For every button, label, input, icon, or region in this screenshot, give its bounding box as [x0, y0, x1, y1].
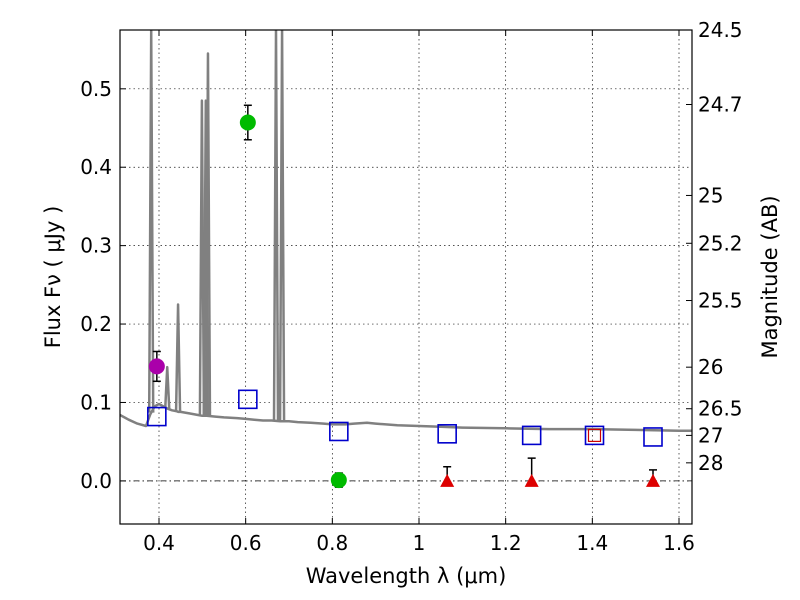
y-tick-label: 0.3	[80, 234, 112, 258]
y-tick-label: 0.1	[80, 390, 112, 414]
x-tick-label: 0.8	[316, 531, 348, 555]
model-photometry-square	[238, 389, 258, 410]
sed-emission-line	[278, 30, 286, 422]
model-photometry-inner-square	[587, 428, 602, 442]
model-photometry-square	[329, 421, 349, 442]
x-tick-label: 1.2	[490, 531, 522, 555]
model-photometry-square	[437, 424, 457, 444]
sed-emission-line	[163, 365, 171, 409]
upper-limit-triangle	[440, 473, 455, 487]
y-tick-label: 0.0	[80, 469, 112, 493]
green-detection-point	[239, 114, 256, 131]
x-tick-label: 0.4	[143, 531, 175, 555]
upper-limit-triangle	[524, 473, 539, 487]
x-tick-label: 1.6	[663, 531, 695, 555]
upper-limit-triangle	[646, 473, 660, 487]
right-axis-label: Magnitude (AB)	[758, 195, 782, 358]
y-tick-label: 0.4	[80, 155, 112, 179]
x-axis-label: Wavelength λ (μm)	[306, 564, 507, 588]
axis-ticks: 0.4 0.6 0.8 1 1.2 1.4 1.6 0.0 0.1 0.2 0.3 0.4 0.5 24.…	[80, 18, 742, 555]
photometry-markers	[147, 104, 663, 489]
sed-emission-line	[174, 303, 182, 412]
magenta-detection-point	[148, 358, 165, 375]
model-photometry-square	[643, 427, 663, 447]
right-tick-label: 25.5	[698, 289, 743, 313]
right-tick-label: 25.2	[698, 231, 743, 255]
model-photometry-square	[147, 406, 167, 427]
right-tick-label: 27	[698, 423, 723, 447]
y-axis-label: Flux Fν ( μJy )	[41, 206, 65, 349]
sed-emission-line	[204, 52, 212, 416]
right-tick-label: 24.7	[698, 92, 743, 116]
right-tick-label: 26	[698, 355, 723, 379]
sed-continuum-line	[120, 402, 692, 432]
sed-template-group	[120, 30, 692, 432]
plot-frame	[119, 29, 693, 525]
right-tick-label: 28	[698, 451, 723, 475]
sed-emission-line	[147, 30, 155, 413]
green-detection-point	[330, 472, 347, 489]
right-tick-label: 26.5	[698, 397, 743, 421]
right-tick-label: 24.5	[698, 18, 743, 42]
model-photometry-square	[521, 425, 542, 446]
y-tick-label: 0.2	[80, 312, 112, 336]
y-tick-label: 0.5	[80, 77, 112, 101]
x-tick-label: 1.4	[576, 531, 608, 555]
x-tick-label: 1	[413, 531, 426, 555]
right-tick-label: 25	[698, 183, 723, 207]
model-photometry-square	[584, 425, 605, 446]
sed-emission-line	[272, 30, 280, 421]
x-tick-label: 0.6	[230, 531, 262, 555]
